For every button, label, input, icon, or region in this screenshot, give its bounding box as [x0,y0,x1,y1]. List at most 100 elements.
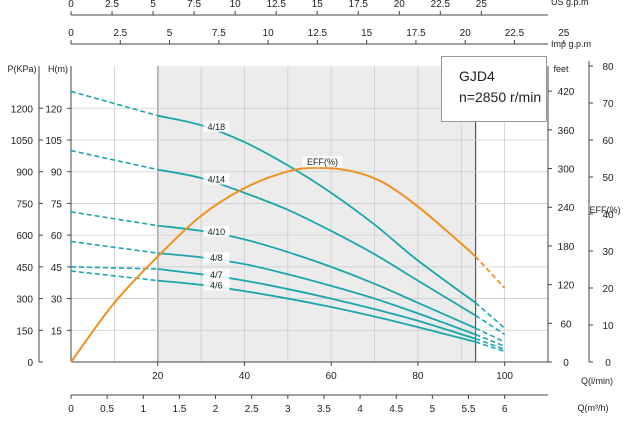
top-axis-tick-label: 2.5 [113,28,127,39]
shaded-operating-region [157,66,477,362]
top-axis-tick-label: 10 [263,28,275,39]
curve-label-4-14: 4/14 [208,175,226,185]
pressure-axis-label: P(KPa) [7,64,36,74]
curve-4-18-dashed-end [475,302,506,329]
pressure-tick-label: 300 [16,295,33,306]
m3h-tick-label: 1 [140,404,146,415]
top-axis-tick-label: 15 [312,0,324,10]
top-axis-tick-label: 20 [394,0,406,10]
top-axis-tick-label: 25 [476,0,488,10]
curve-label-bg [203,225,230,237]
efficiency-tick-label: 60 [602,136,614,147]
pressure-tick-label: 450 [16,263,33,274]
head-tick-label: 120 [45,104,62,115]
feet-tick-label: 420 [558,87,575,98]
top-axis-tick-label: 12.5 [308,28,328,39]
model-name: GJD4 [459,68,495,84]
pressure-tick-label: 600 [16,231,33,242]
m3h-tick-label: 5 [430,404,436,415]
curve-4-10-dashed-end [475,327,505,343]
top-axis-tick-label: 10 [230,0,242,10]
efficiency-tick-label: 50 [602,173,614,184]
top-axis-tick-label: 22.5 [505,28,525,39]
curve-4-7-dashed-end [475,337,505,351]
m3h-tick-label: 5.5 [462,404,476,415]
pressure-tick-label: 750 [16,199,33,210]
m3h-tick-label: 2 [213,404,219,415]
m3h-tick-label: 0.5 [100,404,114,415]
efficiency-tick-label: 20 [602,284,614,295]
top-axis-tick-label: 7.5 [187,0,201,10]
curve-label-bg [203,173,230,185]
curve-4-8-dashed-end [475,333,505,347]
curve-4-14-dashed-end [475,314,506,336]
m3h-tick-label: 2.5 [245,404,259,415]
m3h-tick-label: 3 [285,404,291,415]
top-axis-tick-label: 20 [460,28,472,39]
curve-label-4-7: 4/7 [210,270,223,280]
m3h-tick-label: 0 [68,404,74,415]
m3h-tick-label: 4.5 [389,404,403,415]
x-tick-label: 60 [326,371,338,382]
feet-tick-label: 0 [563,358,569,369]
top-axis-tick-label: 22.5 [431,0,451,10]
curve-label-4-10: 4/10 [208,227,226,237]
top-axis-tick-label: 17.5 [349,0,369,10]
curve-4-7-dashed-start [70,266,158,270]
operating-range-shade [157,66,476,362]
pressure-tick-label: 1050 [11,136,34,147]
head-tick-label: 60 [51,231,63,242]
top-axis-tick-label: 0 [68,28,74,39]
model-speed: n=2850 r/min [459,89,542,105]
model-info-box: GJD4 n=2850 r/min [441,56,547,122]
top-axis-tick-label: 15 [361,28,373,39]
efficiency-tick-label: 30 [602,247,614,258]
x-tick-label: 20 [152,371,164,382]
efficiency-axis-label: EFF(%) [590,205,621,215]
top-axis-tick-label: 0 [68,0,74,10]
top-axis-tick-label: 25 [558,28,570,39]
feet-tick-label: 60 [560,319,572,330]
curve-label-4-6: 4/6 [210,280,223,290]
head-tick-label: 15 [51,326,63,337]
curve-4-10-dashed-start [70,211,158,227]
pressure-tick-label: 150 [16,326,33,337]
efficiency-curve [70,166,477,363]
x-tick-label: 100 [496,371,513,382]
curve-label-bg [203,252,230,264]
top-axis-tick-label: 2.5 [105,0,119,10]
head-tick-label: 90 [51,168,63,179]
feet-tick-label: 360 [558,126,575,137]
m3h-tick-label: 4 [357,404,363,415]
x-axis-label: Q(l/min) [581,376,613,386]
feet-axis-label: feet [553,64,569,74]
head-tick-label: 45 [51,263,63,274]
curve-label-4-8: 4/8 [210,253,223,263]
m3h-tick-label: 1.5 [172,404,186,415]
feet-tick-label: 240 [558,203,575,214]
curve-label-bg [203,268,230,280]
m3h-tick-label: 3.5 [317,404,331,415]
curve-4-18-dashed-start [70,90,158,117]
m3h-tick-label: 6 [502,404,508,415]
curve-4-6-dashed-start [70,270,158,282]
labels: 20 40 60 80 100 Q(l/min)0 2.5 5 7.5 10 12.5 15 17.5 2… [7,0,620,415]
pressure-tick-label: 0 [27,358,33,369]
axes [38,11,593,399]
top-axis-tick-label: 17.5 [406,28,426,39]
pressure-tick-label: 1200 [11,104,34,115]
imp-gpm-label: Imp g.p.m [551,39,591,49]
efficiency-tick-label: 0 [605,358,611,369]
head-tick-label: 105 [45,136,62,147]
curve-label-bg [203,279,230,291]
efficiency-tick-label: 40 [602,210,614,221]
head-axis-label: H(m) [48,64,68,74]
top-axis-tick-label: 12.5 [266,0,286,10]
efficiency-tick-label: 70 [602,99,614,110]
x-tick-label: 40 [239,371,251,382]
x-tick-label: 80 [412,371,424,382]
us-gpm-label: US g.p.m [551,0,589,7]
head-tick-label: 75 [51,199,63,210]
efficiency-label-bg [302,156,343,168]
